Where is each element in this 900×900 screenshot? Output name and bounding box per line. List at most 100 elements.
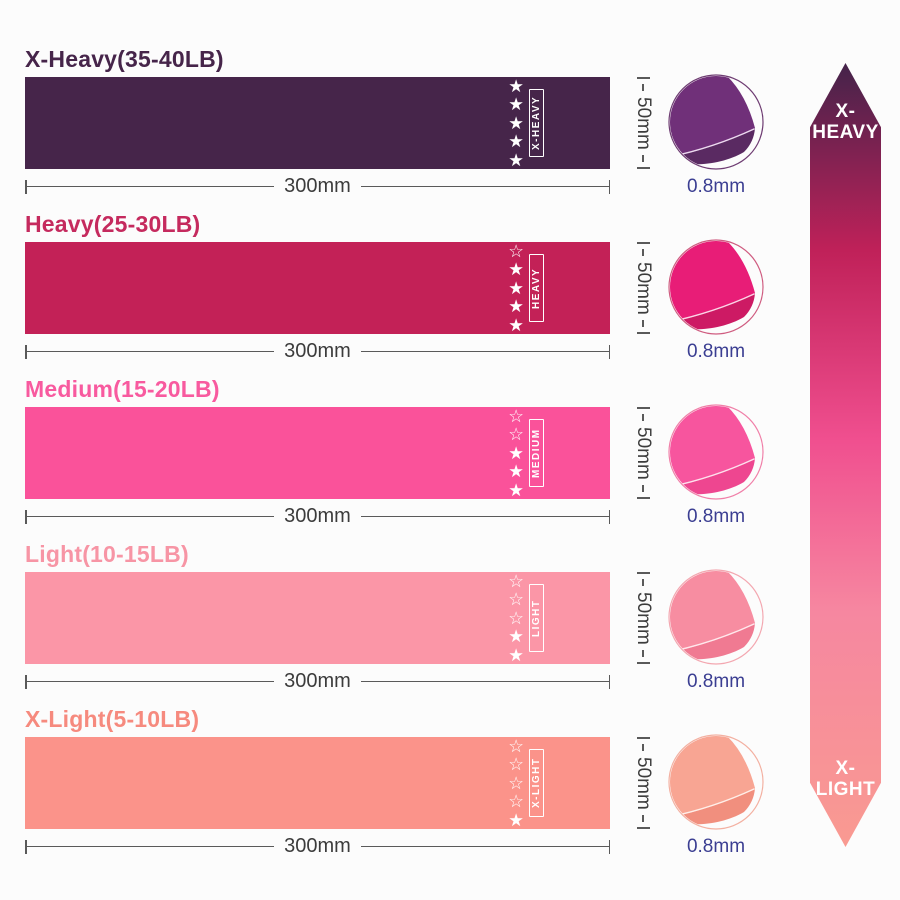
height-dimension: 50mm bbox=[622, 737, 664, 829]
width-dimension: 300mm bbox=[25, 835, 611, 857]
dimension-tick bbox=[636, 77, 650, 79]
folded-band-icon bbox=[668, 404, 764, 500]
scale-bottom-label: X- LIGHT bbox=[815, 758, 876, 800]
intensity-scale-arrow: X- HEAVY X- LIGHT bbox=[810, 63, 881, 847]
band-print: ☆ ★ ★ ★ ★ HEAVY bbox=[508, 242, 544, 334]
dimension-line bbox=[642, 319, 644, 327]
thickness-label: 0.8mm bbox=[686, 506, 746, 527]
band-label: X-LIGHT bbox=[529, 749, 544, 817]
dimension-line bbox=[642, 814, 644, 822]
dimension-line bbox=[26, 846, 275, 847]
dimension-tick bbox=[608, 509, 611, 524]
dimension-line bbox=[360, 681, 609, 682]
dimension-tick bbox=[25, 179, 27, 194]
dimension-line bbox=[26, 351, 275, 352]
dimension-line bbox=[642, 414, 644, 422]
star-rating: ☆ ☆ ★ ★ ★ bbox=[508, 405, 524, 500]
dimension-tick bbox=[636, 332, 650, 334]
band-swatch: ★ ★ ★ ★ ★ X-HEAVY bbox=[25, 77, 610, 169]
dimension-line bbox=[360, 186, 609, 187]
thickness-label: 0.8mm bbox=[686, 836, 746, 857]
band-swatch: ☆ ☆ ★ ★ ★ MEDIUM bbox=[25, 407, 610, 499]
star-rating: ★ ★ ★ ★ ★ bbox=[508, 75, 524, 170]
band-swatch: ☆ ☆ ☆ ★ ★ LIGHT bbox=[25, 572, 610, 664]
band-label: HEAVY bbox=[529, 254, 544, 322]
band-print: ☆ ☆ ☆ ☆ ★ X-LIGHT bbox=[508, 737, 544, 829]
band-label: X-HEAVY bbox=[529, 89, 544, 157]
star-rating: ☆ ☆ ☆ ★ ★ bbox=[508, 570, 524, 665]
dimension-tick bbox=[25, 509, 27, 524]
dimension-tick bbox=[636, 572, 650, 574]
thickness-label: 0.8mm bbox=[686, 341, 746, 362]
band-print: ☆ ☆ ★ ★ ★ MEDIUM bbox=[508, 407, 544, 499]
width-label: 300mm bbox=[284, 835, 351, 857]
band-row-light: Light(10-15LB) ☆ ☆ ☆ ★ ★ LIGHT 300mm 50m… bbox=[25, 541, 764, 692]
thickness-label: 0.8mm bbox=[686, 176, 746, 197]
folded-band-icon bbox=[668, 734, 764, 830]
dimension-tick bbox=[608, 839, 611, 854]
width-label: 300mm bbox=[284, 340, 351, 362]
height-label: 50mm bbox=[633, 756, 654, 810]
dimension-tick bbox=[608, 344, 611, 359]
dimension-tick bbox=[636, 242, 650, 244]
dimension-line bbox=[642, 579, 644, 587]
dimension-line bbox=[26, 681, 275, 682]
dimension-line bbox=[642, 154, 644, 162]
band-row-medium: Medium(15-20LB) ☆ ☆ ★ ★ ★ MEDIUM 300mm 5… bbox=[25, 376, 764, 527]
height-label: 50mm bbox=[633, 426, 654, 480]
star-rating: ☆ ★ ★ ★ ★ bbox=[508, 240, 524, 335]
band-title: Heavy(25-30LB) bbox=[25, 211, 201, 237]
band-title: X-Light(5-10LB) bbox=[25, 706, 200, 732]
star-rating: ☆ ☆ ☆ ☆ ★ bbox=[508, 735, 524, 830]
dimension-line bbox=[642, 484, 644, 492]
height-dimension: 50mm bbox=[622, 242, 664, 334]
dimension-line bbox=[642, 744, 644, 752]
band-print: ☆ ☆ ☆ ★ ★ LIGHT bbox=[508, 572, 544, 664]
dimension-tick bbox=[636, 737, 650, 739]
band-thumbnail: 0.8mm bbox=[666, 237, 766, 363]
band-row-heavy: Heavy(25-30LB) ☆ ★ ★ ★ ★ HEAVY 300mm 50m… bbox=[25, 211, 764, 362]
dimension-line bbox=[360, 516, 609, 517]
folded-band-icon bbox=[668, 569, 764, 665]
band-print: ★ ★ ★ ★ ★ X-HEAVY bbox=[508, 77, 544, 169]
dimension-line bbox=[26, 186, 275, 187]
height-label: 50mm bbox=[633, 96, 654, 150]
band-row-x-heavy: X-Heavy(35-40LB) ★ ★ ★ ★ ★ X-HEAVY 300mm… bbox=[25, 46, 764, 197]
band-label: LIGHT bbox=[529, 584, 544, 652]
dimension-line bbox=[360, 351, 609, 352]
scale-top-label: X- HEAVY bbox=[812, 101, 879, 143]
dimension-tick bbox=[25, 344, 27, 359]
width-dimension: 300mm bbox=[25, 505, 611, 527]
band-title: Light(10-15LB) bbox=[25, 541, 189, 567]
dimension-tick bbox=[25, 839, 27, 854]
band-title: X-Heavy(35-40LB) bbox=[25, 46, 224, 72]
dimension-tick bbox=[636, 497, 650, 499]
thickness-label: 0.8mm bbox=[686, 671, 746, 692]
dimension-tick bbox=[636, 827, 650, 829]
width-dimension: 300mm bbox=[25, 175, 611, 197]
dimension-tick bbox=[636, 662, 650, 664]
dimension-line bbox=[642, 249, 644, 257]
dimension-tick bbox=[25, 674, 27, 689]
dimension-line bbox=[642, 649, 644, 657]
band-thumbnail: 0.8mm bbox=[666, 72, 766, 198]
dimension-tick bbox=[608, 179, 611, 194]
folded-band-icon bbox=[668, 239, 764, 335]
height-label: 50mm bbox=[633, 261, 654, 315]
height-label: 50mm bbox=[633, 591, 654, 645]
band-thumbnail: 0.8mm bbox=[666, 567, 766, 693]
width-label: 300mm bbox=[284, 505, 351, 527]
dimension-tick bbox=[608, 674, 611, 689]
band-title: Medium(15-20LB) bbox=[25, 376, 220, 402]
band-label: MEDIUM bbox=[529, 419, 544, 487]
height-dimension: 50mm bbox=[622, 572, 664, 664]
width-label: 300mm bbox=[284, 175, 351, 197]
band-thumbnail: 0.8mm bbox=[666, 402, 766, 528]
dimension-line bbox=[642, 84, 644, 92]
height-dimension: 50mm bbox=[622, 77, 664, 169]
band-thumbnail: 0.8mm bbox=[666, 732, 766, 858]
band-row-x-light: X-Light(5-10LB) ☆ ☆ ☆ ☆ ★ X-LIGHT 300mm … bbox=[25, 706, 764, 857]
folded-band-icon bbox=[668, 74, 764, 170]
width-dimension: 300mm bbox=[25, 340, 611, 362]
